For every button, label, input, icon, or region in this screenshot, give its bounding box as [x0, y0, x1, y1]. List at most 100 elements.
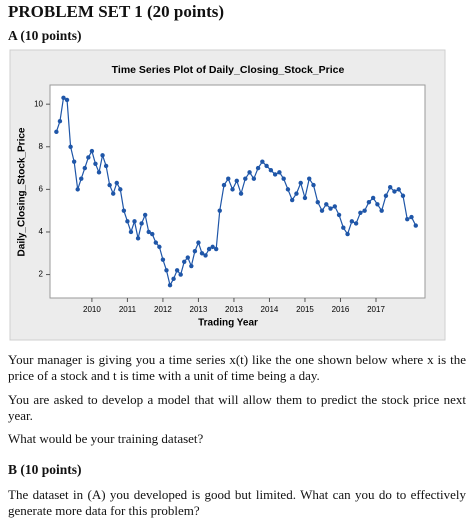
x-axis-label: Trading Year [198, 318, 258, 329]
data-point [164, 268, 169, 273]
x-tick-label: 2011 [119, 305, 137, 314]
x-tick-label: 2012 [154, 305, 172, 314]
data-point [217, 208, 222, 213]
data-point [366, 199, 372, 205]
paragraph: What would be your training dataset? [8, 431, 204, 446]
paragraph: You are asked to develop a model that wi… [8, 392, 466, 423]
data-point [375, 202, 380, 207]
data-point [383, 193, 389, 198]
data-point [89, 148, 95, 154]
data-point [132, 219, 137, 224]
data-point [185, 255, 190, 260]
data-point [167, 283, 173, 288]
data-point [75, 187, 80, 192]
data-point [387, 185, 393, 190]
data-point [174, 268, 180, 273]
data-point [86, 155, 91, 160]
chart-title: Time Series Plot of Daily_Closing_Stock_… [112, 64, 345, 76]
data-point [93, 161, 98, 167]
data-point [336, 212, 342, 218]
y-tick-label: 4 [39, 227, 44, 236]
data-point [396, 187, 401, 192]
data-point [247, 170, 252, 175]
x-tick-label: 2016 [332, 305, 350, 314]
data-point [255, 165, 261, 171]
data-point [413, 223, 418, 228]
data-point [294, 191, 299, 196]
x-tick-label: 2013 [225, 305, 243, 314]
y-tick-label: 2 [39, 270, 44, 279]
data-point [100, 153, 105, 158]
x-tick-label: 2014 [261, 305, 279, 314]
data-point [153, 240, 159, 245]
data-point [298, 180, 303, 186]
data-point [315, 199, 320, 205]
data-point [79, 176, 84, 181]
data-point [230, 187, 235, 192]
data-point [118, 187, 123, 192]
data-point [182, 259, 187, 264]
data-point [82, 165, 88, 171]
data-point [135, 236, 141, 241]
data-point [341, 225, 346, 230]
paragraph: The dataset in (A) you developed is good… [8, 487, 466, 518]
data-point [238, 191, 244, 196]
data-point [281, 176, 286, 181]
data-point [409, 214, 414, 220]
data-point [206, 246, 212, 252]
data-point [114, 180, 119, 186]
data-point [150, 231, 155, 237]
data-point [353, 221, 359, 226]
data-point [264, 163, 269, 169]
data-point [243, 176, 248, 181]
data-point [192, 248, 198, 254]
x-tick-label: 2013 [190, 305, 208, 314]
data-point [189, 263, 194, 269]
data-point [61, 95, 66, 100]
data-point [157, 244, 162, 250]
data-point [349, 219, 355, 224]
data-point [139, 221, 144, 226]
data-point [107, 182, 112, 188]
data-point [199, 251, 205, 256]
data-point [345, 231, 350, 237]
data-point [171, 276, 176, 282]
data-point [146, 229, 151, 235]
data-point [332, 204, 338, 209]
data-point [196, 240, 201, 245]
data-point [111, 191, 116, 196]
data-point [392, 189, 397, 194]
data-point [260, 159, 265, 164]
data-point [289, 197, 295, 203]
data-point [203, 253, 208, 258]
data-point [160, 257, 166, 262]
data-point [358, 210, 363, 215]
data-point [328, 206, 333, 211]
data-point [311, 182, 316, 188]
data-point [221, 182, 227, 188]
data-point [103, 163, 109, 169]
section-heading: A (10 points) [8, 28, 82, 43]
data-point [96, 170, 102, 175]
data-point [362, 208, 367, 213]
paragraph: Your manager is giving you a time series… [8, 352, 466, 383]
chart: Time Series Plot of Daily_Closing_Stock_… [9, 49, 446, 341]
data-point [210, 244, 215, 250]
plot-area [49, 84, 426, 299]
title: PROBLEM SET 1 (20 points) [8, 2, 225, 21]
data-point [302, 195, 308, 201]
section-heading: B (10 points) [8, 462, 82, 477]
data-point [277, 170, 282, 175]
y-tick-label: 6 [39, 184, 44, 193]
data-point [251, 176, 257, 181]
data-point [142, 212, 148, 218]
y-tick-label: 10 [34, 99, 43, 108]
data-point [57, 119, 63, 124]
y-tick-label: 8 [39, 142, 44, 151]
data-point [178, 272, 183, 277]
data-point [68, 144, 73, 149]
data-point [71, 159, 77, 164]
data-point [400, 193, 406, 198]
x-tick-label: 2017 [367, 305, 385, 314]
